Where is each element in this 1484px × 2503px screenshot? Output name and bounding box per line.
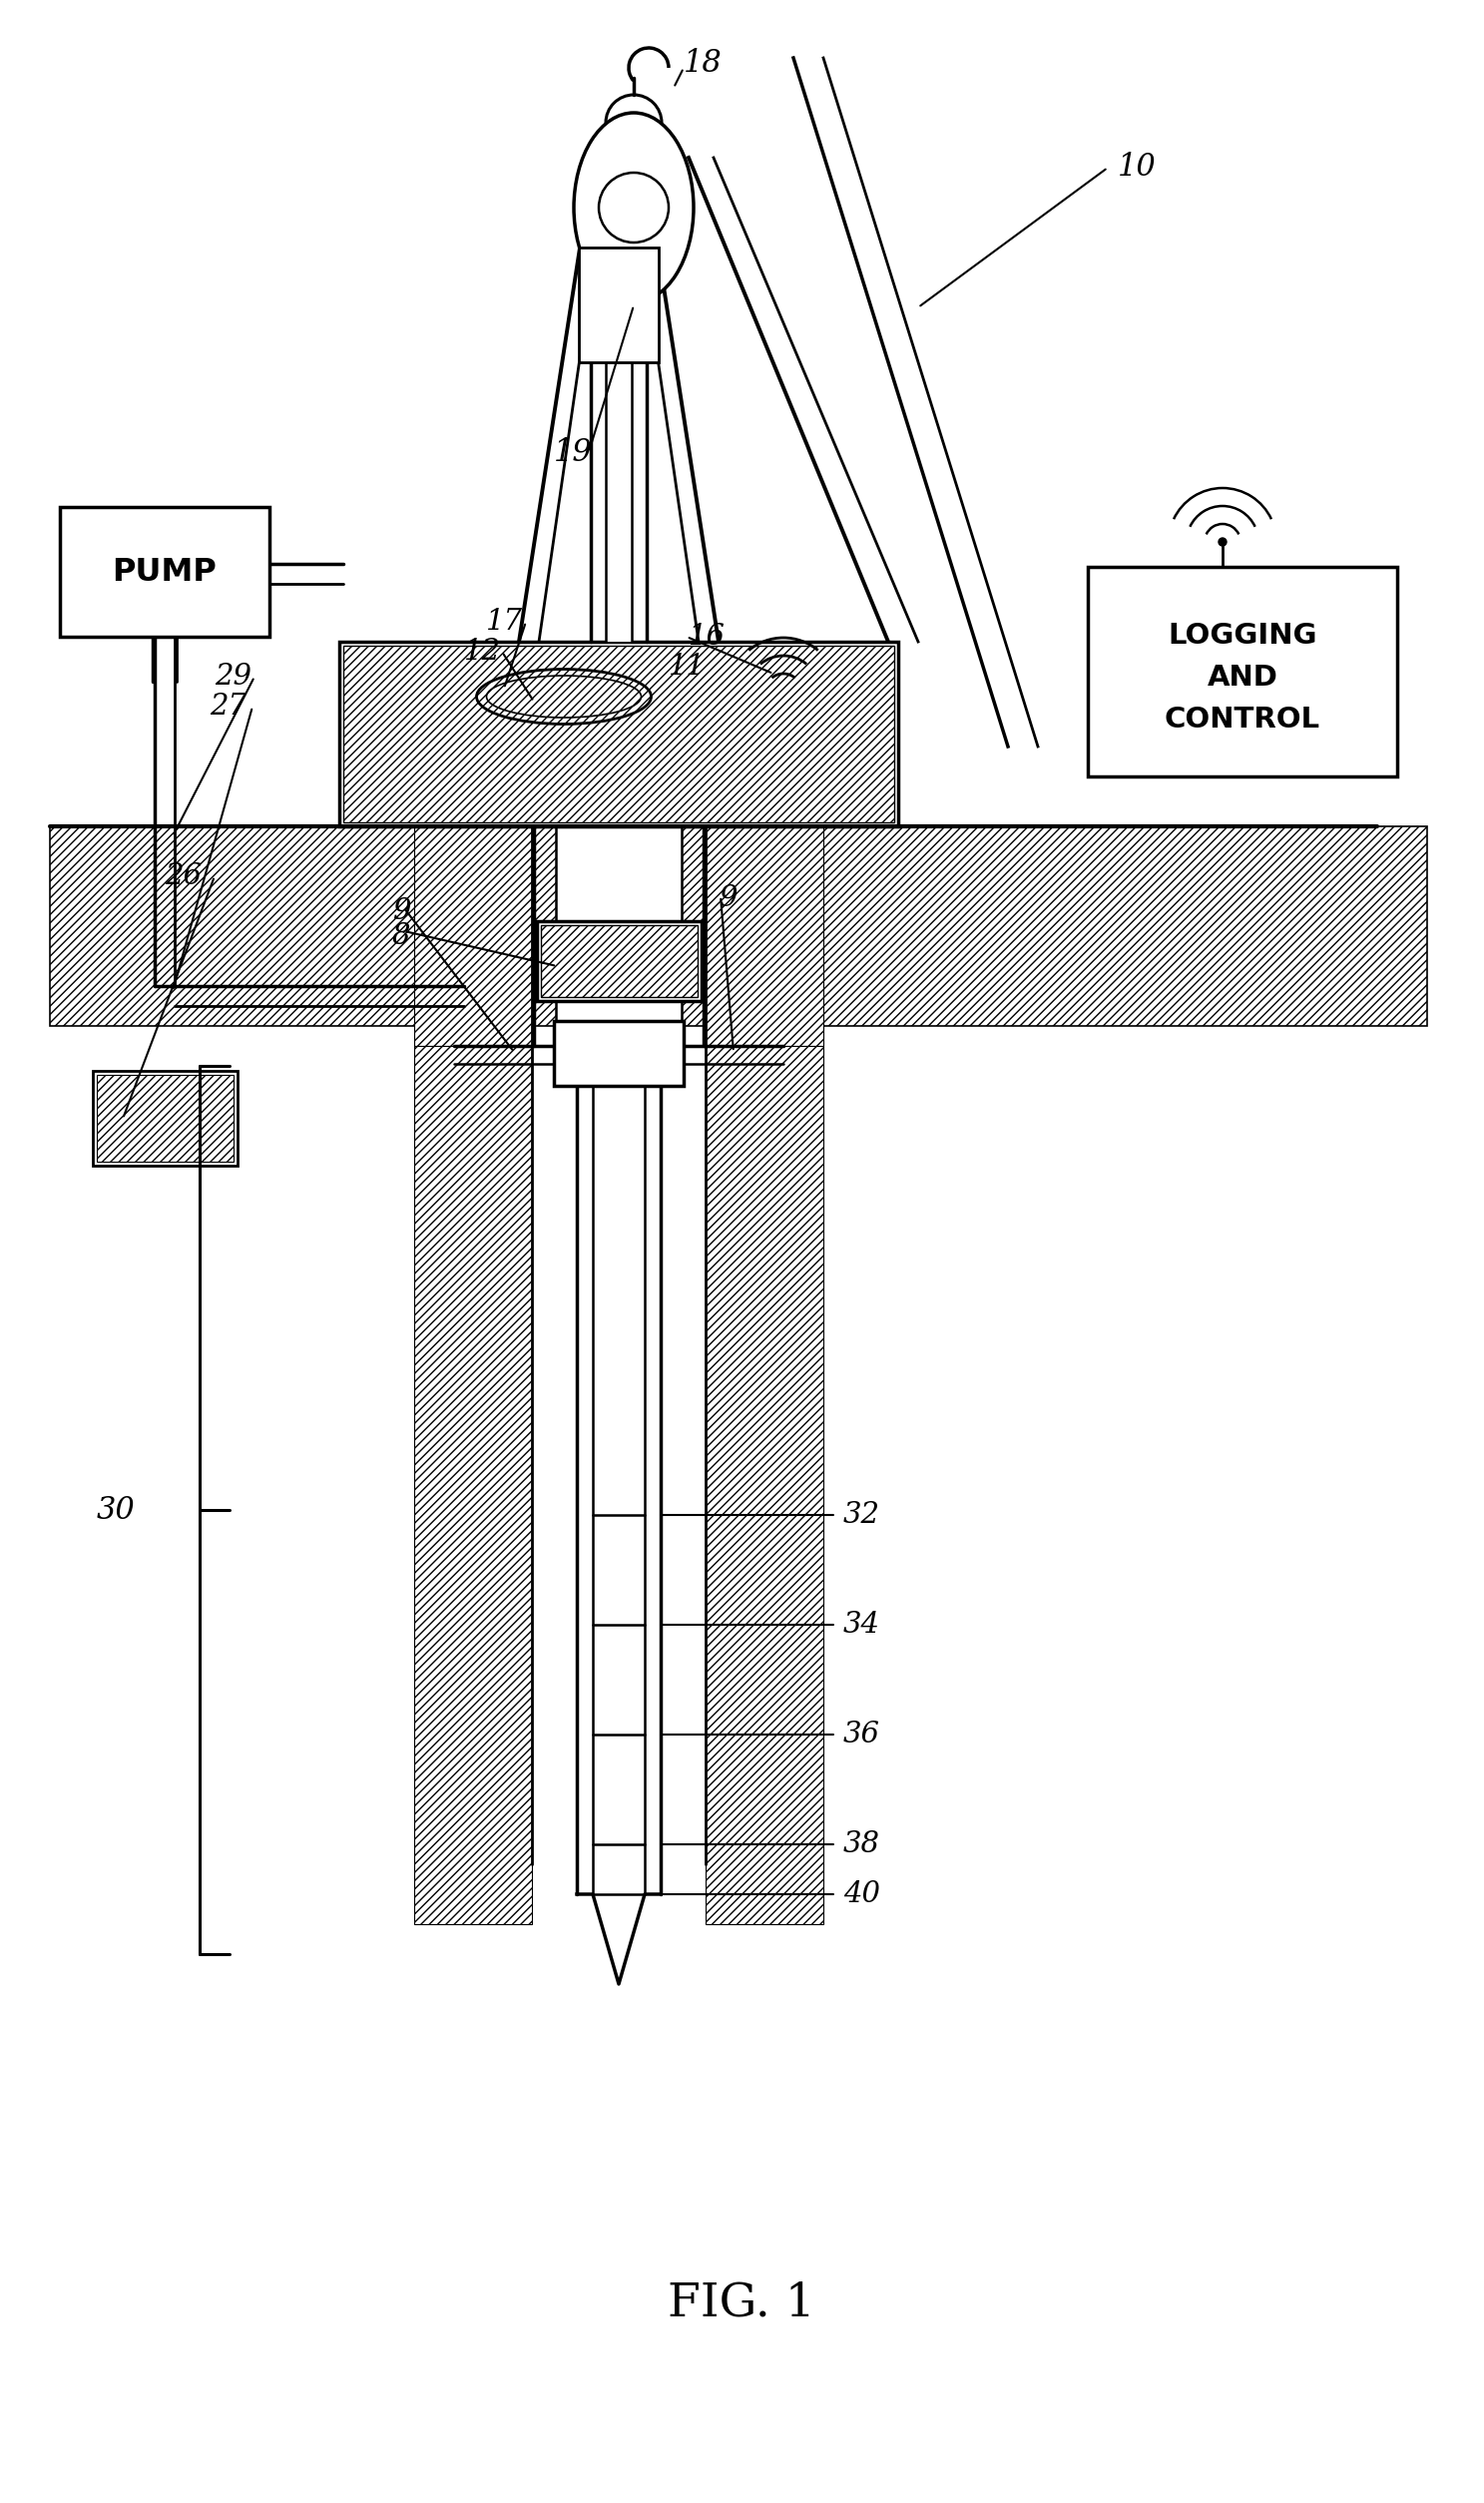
Bar <box>705 826 824 1046</box>
Bar <box>340 641 898 826</box>
Bar <box>592 1046 644 1895</box>
Bar <box>343 646 895 823</box>
Bar <box>93 1071 237 1166</box>
Text: 10: 10 <box>1117 153 1156 183</box>
Bar <box>414 826 531 1046</box>
Bar <box>96 1074 233 1161</box>
Bar <box>579 248 659 363</box>
Text: PUMP: PUMP <box>113 556 217 588</box>
Ellipse shape <box>574 113 693 303</box>
Text: 18: 18 <box>684 48 723 78</box>
Text: 32: 32 <box>843 1502 880 1529</box>
Text: CONTROL: CONTROL <box>1165 706 1321 733</box>
Circle shape <box>605 95 662 150</box>
Bar <box>414 1046 531 1925</box>
Bar <box>705 1046 824 1925</box>
Text: FIG. 1: FIG. 1 <box>668 2280 815 2325</box>
Text: 38: 38 <box>843 1830 880 1857</box>
Polygon shape <box>577 1895 660 1985</box>
Text: 27: 27 <box>209 693 246 721</box>
Text: 34: 34 <box>843 1612 880 1639</box>
Text: 12: 12 <box>464 638 502 666</box>
Text: 16: 16 <box>689 623 726 651</box>
Text: 8: 8 <box>392 921 411 951</box>
Text: 26: 26 <box>165 861 202 891</box>
Circle shape <box>1218 538 1226 546</box>
Bar <box>1088 566 1396 776</box>
Text: 40: 40 <box>843 1880 880 1907</box>
Bar <box>537 921 702 1001</box>
Bar <box>50 826 1428 1026</box>
Text: 29: 29 <box>215 663 251 691</box>
Text: 17: 17 <box>487 608 522 636</box>
Text: 19: 19 <box>554 436 592 468</box>
Text: 11: 11 <box>669 653 705 681</box>
Bar <box>554 1021 684 1086</box>
Text: 9: 9 <box>392 896 411 926</box>
Bar <box>59 508 270 636</box>
Text: 30: 30 <box>96 1494 135 1524</box>
Bar <box>556 826 681 1046</box>
Text: AND: AND <box>1206 663 1278 691</box>
Text: LOGGING: LOGGING <box>1168 623 1318 651</box>
Text: 9: 9 <box>718 884 738 911</box>
Bar <box>540 926 697 996</box>
Bar <box>605 158 632 641</box>
Text: 36: 36 <box>843 1720 880 1750</box>
